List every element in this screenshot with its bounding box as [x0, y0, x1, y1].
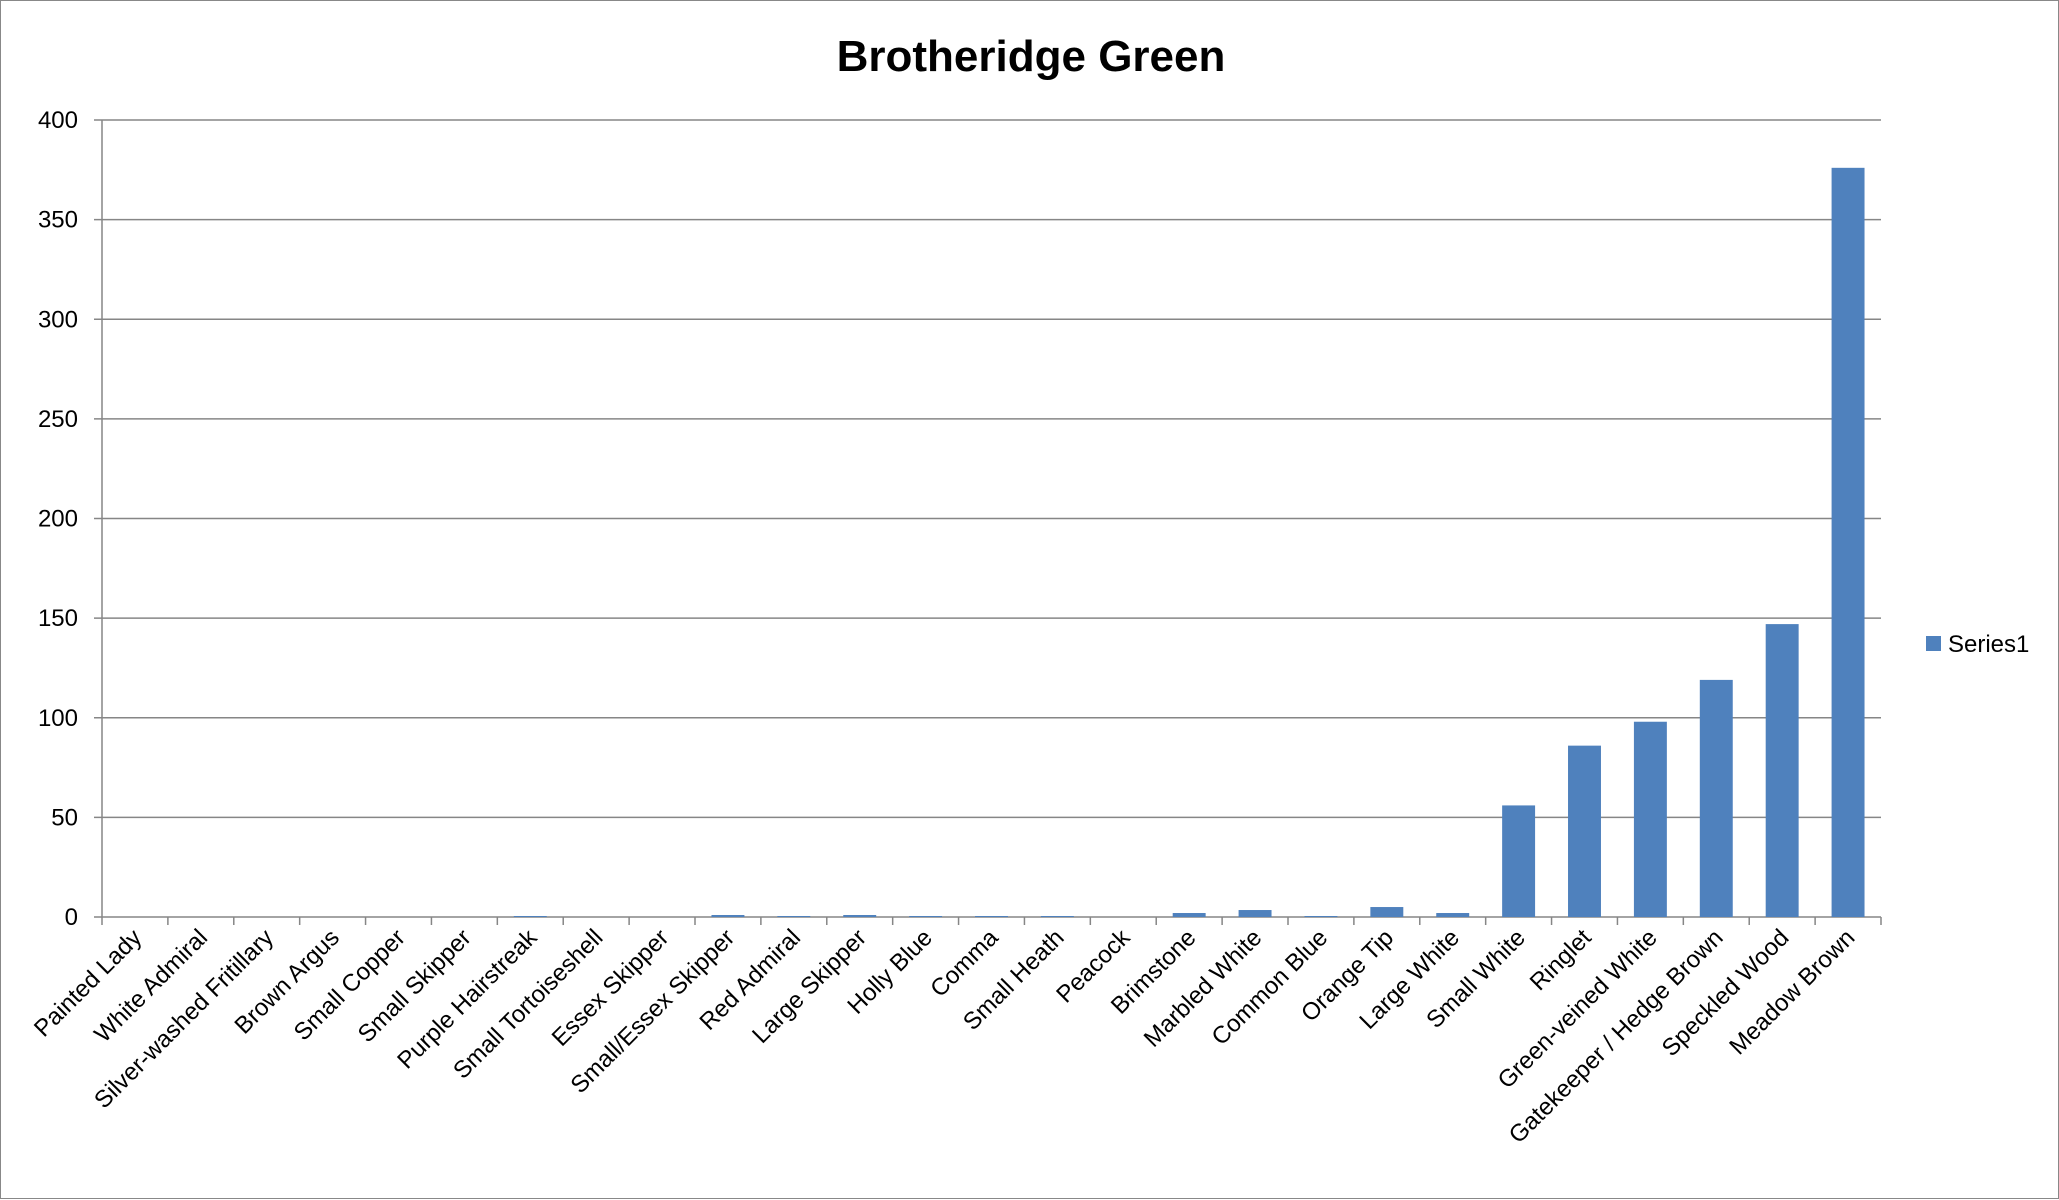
x-tick-label: Marbled White: [1139, 924, 1268, 1053]
y-tick-label: 400: [38, 107, 78, 134]
x-tick-label: White Admiral: [89, 924, 213, 1048]
bars: [513, 167, 1865, 917]
y-tick-label: 50: [51, 804, 78, 831]
bar: [975, 916, 1008, 917]
bar: [1633, 721, 1667, 917]
axes: [94, 119, 1882, 925]
bar: [1502, 805, 1536, 917]
gridlines: [102, 119, 1881, 819]
bar: [1568, 745, 1601, 917]
bar: [1238, 910, 1272, 917]
x-tick-label: Large Skipper: [747, 924, 872, 1049]
y-axis-tick-labels: 0 50 100 150 200 250 300 350 400: [38, 107, 78, 931]
chart-title: Brotheridge Green: [837, 32, 1226, 81]
bar: [1370, 907, 1404, 917]
x-tick-label: Essex Skipper: [547, 924, 675, 1052]
legend-swatch-series1: [1926, 636, 1941, 651]
legend: Series1: [1926, 631, 2029, 658]
y-tick-label: 0: [65, 904, 78, 931]
legend-label-series1: Series1: [1948, 631, 2029, 658]
bar: [909, 916, 943, 917]
bar: [777, 916, 811, 917]
bar: [711, 915, 745, 917]
bar: [1304, 916, 1338, 917]
y-tick-label: 300: [38, 306, 78, 333]
y-tick-label: 150: [38, 605, 78, 632]
bar: [1436, 913, 1470, 917]
bar: [1831, 167, 1865, 917]
bar: [1172, 913, 1206, 917]
bar: [843, 915, 877, 917]
x-tick-label: Small Skipper: [353, 924, 477, 1048]
bar: [1765, 624, 1799, 917]
bar: [513, 916, 547, 917]
y-tick-label: 200: [38, 506, 78, 533]
bar: [1699, 679, 1733, 917]
x-tick-label: Common Blue: [1207, 924, 1334, 1051]
y-tick-label: 100: [38, 705, 78, 732]
y-tick-label: 350: [38, 207, 78, 234]
bar: [1040, 916, 1074, 917]
y-tick-label: 250: [38, 406, 78, 433]
